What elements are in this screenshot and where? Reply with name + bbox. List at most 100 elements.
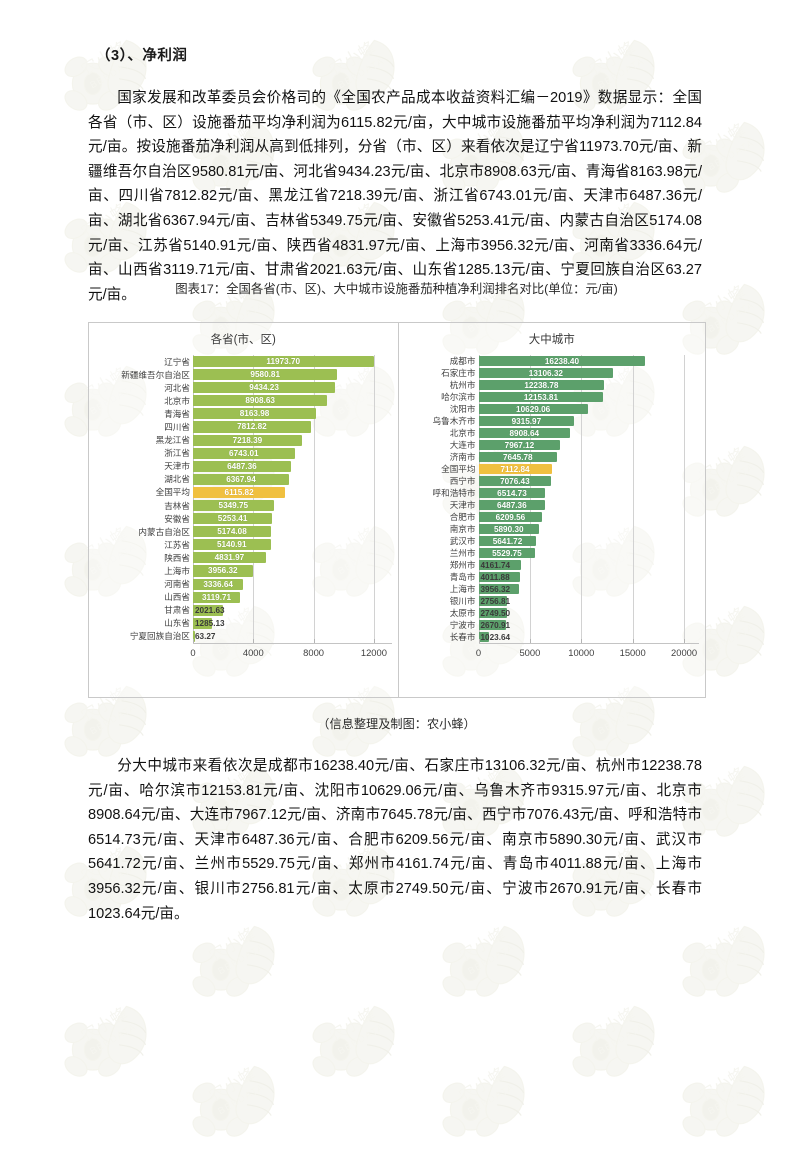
axis-tick-label: 15000 bbox=[619, 647, 646, 658]
bar-value-label: 5349.75 bbox=[218, 501, 249, 511]
bar[interactable] bbox=[478, 548, 536, 558]
bar-track: 16238.40 bbox=[478, 355, 700, 367]
bar[interactable] bbox=[193, 565, 253, 577]
chart-bar-row: 长春市 1023.64 bbox=[399, 631, 706, 643]
bar[interactable] bbox=[193, 604, 224, 616]
bar[interactable] bbox=[478, 584, 520, 594]
bar-track: 2756.81 bbox=[478, 595, 700, 607]
bar[interactable] bbox=[193, 382, 336, 394]
bar[interactable] bbox=[478, 500, 546, 510]
chart-bar-row: 上海市 3956.32 bbox=[399, 583, 706, 595]
bar-category-label: 新疆维吾尔自治区 bbox=[121, 369, 190, 380]
bar[interactable] bbox=[193, 578, 244, 590]
axis-baseline bbox=[478, 643, 699, 644]
bar-category-label: 乌鲁木齐市 bbox=[432, 416, 476, 426]
bar[interactable] bbox=[193, 369, 338, 381]
bar-value-label: 10629.06 bbox=[516, 404, 551, 414]
bar-category-label: 呼和浩特市 bbox=[432, 488, 476, 498]
bar-value-label: 9580.81 bbox=[250, 370, 281, 380]
bar[interactable] bbox=[193, 408, 317, 420]
bar[interactable] bbox=[193, 552, 266, 564]
bar-category-label: 山东省 bbox=[164, 618, 190, 629]
bar-track: 5349.75 bbox=[193, 499, 392, 512]
bar[interactable] bbox=[193, 434, 302, 446]
bar-value-label: 3119.71 bbox=[201, 592, 232, 602]
bar-track: 3956.32 bbox=[478, 583, 700, 595]
bar-track: 10629.06 bbox=[478, 403, 700, 415]
chart-bar-row: 吉林省 5349.75 bbox=[89, 499, 398, 512]
bar-track: 3336.64 bbox=[193, 578, 392, 591]
bar-value-label: 7076.43 bbox=[500, 476, 530, 486]
bar[interactable] bbox=[478, 440, 561, 450]
bar[interactable] bbox=[193, 395, 328, 407]
body-paragraph-provinces: 国家发展和改革委员会价格司的《全国农产品成本收益资料汇编－2019》数据显示：全… bbox=[88, 90, 702, 303]
bar[interactable] bbox=[478, 560, 522, 570]
bar-track: 2670.91 bbox=[478, 619, 700, 631]
bar[interactable] bbox=[478, 428, 571, 438]
axis-tick-label: 10000 bbox=[568, 647, 595, 658]
bar[interactable] bbox=[478, 368, 614, 378]
bar-category-label: 山西省 bbox=[164, 592, 190, 603]
bar-track: 9315.97 bbox=[478, 415, 700, 427]
bar[interactable] bbox=[478, 524, 540, 534]
bar[interactable] bbox=[193, 356, 374, 368]
bar[interactable] bbox=[478, 380, 605, 390]
chart-bar-row: 济南市 7645.78 bbox=[399, 451, 706, 463]
bar-value-label: 2749.50 bbox=[480, 608, 511, 618]
chart-bar-row: 南京市 5890.30 bbox=[399, 523, 706, 535]
bar-category-label: 内蒙古自治区 bbox=[138, 526, 190, 537]
chart-bar-row: 合肥市 6209.56 bbox=[399, 511, 706, 523]
bar-category-label: 全国平均 bbox=[155, 487, 190, 498]
bar-category-label: 天津市 bbox=[164, 461, 190, 472]
bar[interactable] bbox=[193, 591, 241, 603]
bar-track: 6209.56 bbox=[478, 511, 700, 523]
chart-bar-row: 陕西省 4831.97 bbox=[89, 551, 398, 564]
bar-value-label: 4011.88 bbox=[480, 572, 510, 582]
bar-value-label: 5641.72 bbox=[492, 536, 523, 546]
bar[interactable] bbox=[478, 512, 543, 522]
bar-value-label: 4831.97 bbox=[214, 553, 245, 563]
chart-title-provinces: 各省(市、区) bbox=[210, 334, 276, 346]
bar[interactable] bbox=[478, 596, 507, 606]
chart-bar-row: 郑州市 4161.74 bbox=[399, 559, 706, 571]
chart-bar-row: 大连市 7967.12 bbox=[399, 439, 706, 451]
bar[interactable] bbox=[478, 392, 604, 402]
bar[interactable] bbox=[193, 539, 271, 551]
bar[interactable] bbox=[193, 513, 273, 525]
bar-track: 6367.94 bbox=[193, 473, 392, 486]
bar-track: 8163.98 bbox=[193, 407, 392, 420]
bar-track: 7645.78 bbox=[478, 451, 700, 463]
bar[interactable] bbox=[193, 421, 311, 433]
bar-track: 3119.71 bbox=[193, 591, 392, 604]
bar-value-label: 6514.73 bbox=[497, 488, 527, 498]
bar[interactable] bbox=[478, 404, 588, 414]
bar-value-label: 7112.84 bbox=[500, 464, 530, 474]
bar[interactable] bbox=[478, 416, 575, 426]
axis-tick-mark bbox=[478, 639, 480, 643]
bar[interactable] bbox=[193, 526, 271, 538]
axis-tick-label: 8000 bbox=[303, 647, 325, 658]
chart-bar-row: 兰州市 5529.75 bbox=[399, 547, 706, 559]
bar-track: 63.27 bbox=[193, 630, 392, 643]
bar-value-label: 8908.63 bbox=[245, 396, 275, 406]
chart-panel-cities: 大中城市 成都市 16238.40 石家庄市 13106.32 杭州市 12238.78 哈… bbox=[399, 323, 706, 697]
bar-track: 7076.43 bbox=[478, 475, 700, 487]
bar-track: 5641.72 bbox=[478, 535, 700, 547]
chart-title-cities: 大中城市 bbox=[528, 334, 575, 346]
chart-bar-row: 黑龙江省 7218.39 bbox=[89, 434, 398, 447]
bar-value-label: 6367.94 bbox=[226, 474, 256, 484]
document-page: （3）、净利润 国家发展和改革委员会价格司的《全国农产品成本收益资料汇编－201… bbox=[88, 48, 706, 922]
bar-track: 6487.36 bbox=[478, 499, 700, 511]
bar-value-label: 63.27 bbox=[195, 631, 216, 641]
bar[interactable] bbox=[478, 356, 646, 366]
chart-bar-row: 上海市 3956.32 bbox=[89, 564, 398, 577]
bar[interactable] bbox=[478, 572, 520, 582]
bar[interactable] bbox=[478, 536, 537, 546]
chart-bar-row: 宁夏回族自治区 63.27 bbox=[89, 630, 398, 643]
chart-bar-row: 北京市 8908.63 bbox=[89, 394, 398, 407]
bar-category-label: 宁夏回族自治区 bbox=[129, 631, 190, 642]
bar-category-label: 河北省 bbox=[164, 382, 190, 393]
bar-track: 5174.08 bbox=[193, 525, 392, 538]
value-axis: 0 5000 10000 15000 20000 bbox=[476, 639, 699, 669]
chart-bar-row: 武汉市 5641.72 bbox=[399, 535, 706, 547]
